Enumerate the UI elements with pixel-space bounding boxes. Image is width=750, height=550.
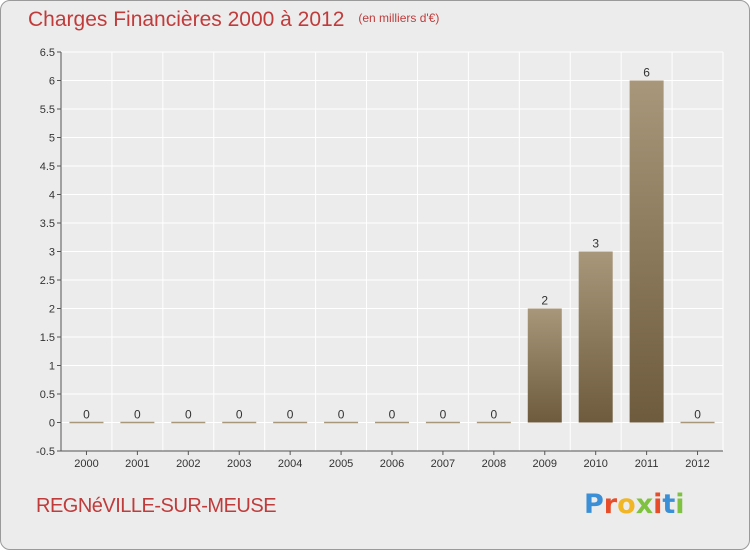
data-label-2008: 0: [491, 408, 498, 422]
data-label-2004: 0: [287, 408, 294, 422]
proxiti-logo: Proxiti: [584, 489, 685, 520]
bar-2003: [222, 421, 257, 424]
data-label-2009: 2: [541, 294, 548, 308]
x-tick-label-2001: 2001: [125, 458, 149, 470]
x-tick-label-2005: 2005: [329, 458, 353, 470]
logo-letter: r: [603, 489, 618, 520]
data-label-2012: 0: [694, 408, 701, 422]
logo-letter: o: [617, 489, 636, 520]
y-tick-label: 3: [49, 247, 55, 259]
data-label-2006: 0: [389, 408, 396, 422]
bar-2001: [120, 421, 155, 424]
chart-unit: (en milliers d'€): [358, 11, 440, 25]
bar-2007: [425, 421, 460, 424]
y-tick-label: 2.5: [40, 275, 55, 287]
commune-name: REGNéVILLE-SUR-MEUSE: [36, 495, 277, 517]
x-tick-label-2009: 2009: [533, 458, 557, 470]
y-tick-label: 5: [49, 133, 55, 145]
y-tick-label: 4: [49, 190, 55, 202]
chart-title-text: Charges Financières 2000 à 2012: [28, 8, 345, 31]
x-tick-label-2012: 2012: [685, 458, 709, 470]
data-label-2000: 0: [83, 408, 90, 422]
bar-2005: [324, 421, 359, 424]
bar-2009: [527, 308, 562, 423]
x-tick-label-2003: 2003: [227, 458, 251, 470]
bar-2000: [69, 421, 104, 424]
x-tick-label-2000: 2000: [74, 458, 98, 470]
x-tick-label-2004: 2004: [278, 458, 302, 470]
data-label-2010: 3: [592, 237, 599, 251]
x-tick-label-2007: 2007: [431, 458, 455, 470]
bar-2012: [680, 421, 715, 424]
y-tick-label: 0.5: [40, 389, 55, 401]
x-tick-label-2008: 2008: [482, 458, 506, 470]
x-tick-label-2011: 2011: [635, 458, 659, 470]
data-label-2011: 6: [643, 66, 650, 80]
chart-title: Charges Financières 2000 à 2012 (en milli…: [28, 8, 439, 32]
y-tick-label: 6: [49, 76, 55, 88]
bar-2002: [171, 421, 206, 424]
logo-letter: i: [653, 489, 663, 520]
y-tick-label: 3.5: [40, 218, 55, 230]
data-label-2003: 0: [236, 408, 243, 422]
y-tick-label: -0.5: [36, 446, 55, 458]
bar-2004: [273, 421, 308, 424]
logo-letter: t: [662, 489, 676, 520]
y-tick-label: 4.5: [40, 161, 55, 173]
bar-2008: [476, 421, 511, 424]
x-tick-label-2006: 2006: [380, 458, 404, 470]
logo-letter: i: [675, 489, 685, 520]
logo-letter: P: [584, 489, 604, 520]
data-label-2001: 0: [134, 408, 141, 422]
y-tick-label: 5.5: [40, 104, 55, 116]
bar-2010: [578, 251, 613, 423]
bar-2011: [629, 80, 664, 423]
y-tick-label: 1.5: [40, 332, 55, 344]
y-tick-label: 6.5: [40, 47, 55, 59]
data-label-2007: 0: [440, 408, 447, 422]
bar-2006: [375, 421, 409, 424]
logo-letter: x: [635, 489, 654, 520]
data-label-2002: 0: [185, 408, 192, 422]
x-tick-label-2010: 2010: [583, 458, 607, 470]
y-tick-label: 1: [49, 361, 55, 373]
y-tick-label: 2: [49, 304, 55, 316]
data-label-2005: 0: [338, 408, 345, 422]
x-tick-label-2002: 2002: [176, 458, 200, 470]
y-tick-label: 0: [49, 418, 55, 430]
